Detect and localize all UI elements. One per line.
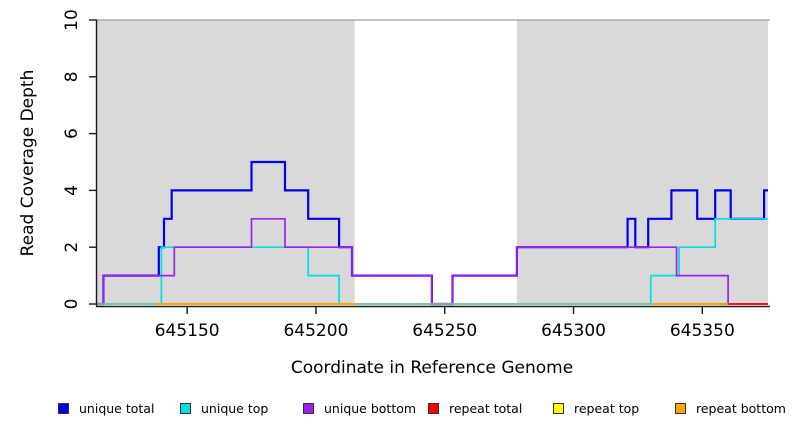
unique-top-swatch-icon [180, 403, 191, 414]
shaded-region [516, 20, 768, 305]
y-tick-label: 2 [62, 242, 82, 253]
legend-item-repeat-total: repeat total [428, 401, 522, 416]
legend-label: unique bottom [324, 401, 417, 416]
y-tick-label: 8 [62, 71, 82, 82]
x-tick-label: 645350 [670, 321, 735, 341]
y-tick-label: 10 [62, 9, 82, 31]
x-axis-title: Coordinate in Reference Genome [290, 358, 574, 378]
series-line-unique-bottom [97, 217, 768, 305]
repeat-total-swatch-icon [428, 403, 439, 414]
x-tick-label: 645150 [155, 321, 220, 341]
repeat-top-swatch-icon [553, 403, 564, 414]
legend-label: unique total [79, 401, 155, 416]
x-tick-label: 645250 [412, 321, 477, 341]
legend-item-unique-total: unique total [58, 401, 154, 416]
legend-label: repeat total [449, 401, 523, 416]
x-tick-label: 645200 [283, 321, 348, 341]
legend-item-repeat-top: repeat top [553, 401, 639, 416]
legend-label: repeat top [574, 401, 640, 416]
y-tick-label: 4 [62, 185, 82, 196]
legend-label: repeat bottom [696, 401, 786, 416]
repeat-bottom-swatch-icon [675, 403, 686, 414]
x-tick-label: 645300 [541, 321, 606, 341]
y-tick-label: 0 [62, 299, 82, 310]
legend-item-unique-bottom: unique bottom [303, 401, 416, 416]
unique-total-swatch-icon [58, 403, 69, 414]
shaded-region [97, 20, 355, 305]
legend-item-repeat-bottom: repeat bottom [675, 401, 786, 416]
legend-item-unique-top: unique top [180, 401, 268, 416]
legend-label: unique top [201, 401, 269, 416]
y-tick-label: 6 [62, 128, 82, 139]
y-axis-title: Read Coverage Depth [18, 69, 38, 257]
unique-bottom-swatch-icon [303, 403, 314, 414]
